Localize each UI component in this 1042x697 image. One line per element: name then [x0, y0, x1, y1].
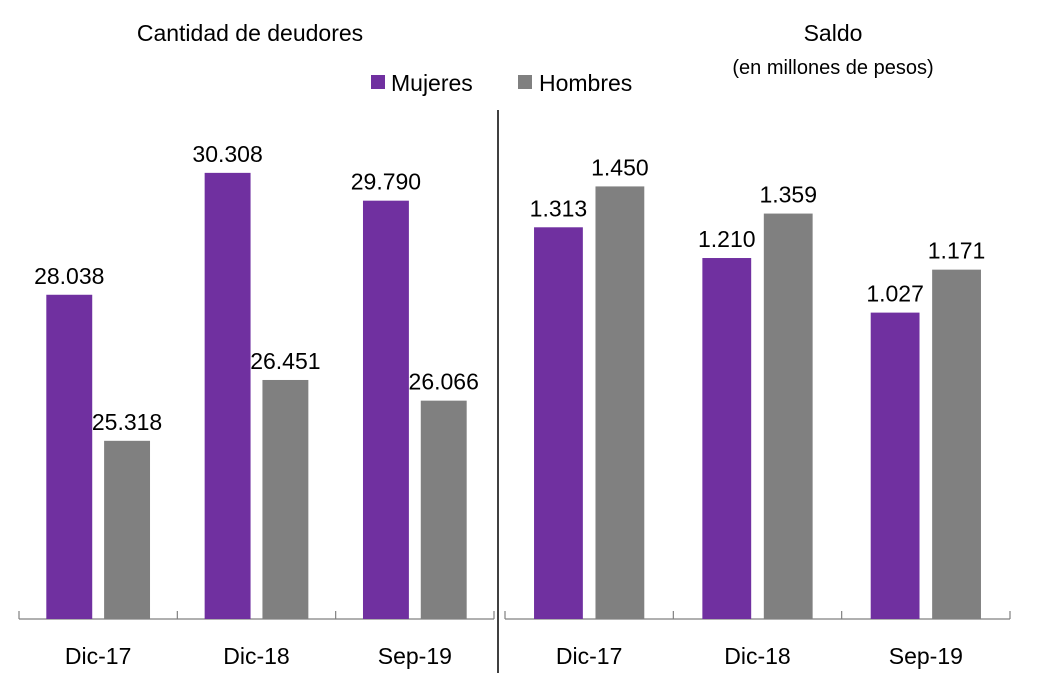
bar-hombres	[420, 400, 467, 619]
x-tick-label: Sep-19	[378, 643, 452, 669]
legend: Mujeres Hombres	[371, 70, 632, 96]
bar-hombres	[932, 269, 981, 619]
bar-mujeres	[46, 294, 93, 619]
data-label: 1.313	[530, 195, 588, 221]
left-chart-title: Cantidad de deudores	[137, 20, 363, 46]
legend-swatch-hombres	[518, 75, 532, 89]
data-label: 29.790	[351, 169, 421, 195]
data-label: 26.066	[409, 369, 479, 395]
data-label: 1.450	[591, 154, 649, 180]
right-chart-title: Saldo	[804, 20, 863, 46]
bar-mujeres	[870, 312, 920, 619]
data-label: 28.038	[34, 263, 104, 289]
x-tick-label: Dic-17	[65, 643, 131, 669]
bar-hombres	[595, 186, 645, 619]
x-tick-label: Dic-18	[724, 643, 790, 669]
x-tick-label: Dic-17	[556, 643, 622, 669]
data-label: 30.308	[192, 141, 262, 167]
bar-hombres	[262, 379, 309, 619]
bar-mujeres	[702, 258, 752, 619]
x-tick-label: Sep-19	[889, 643, 963, 669]
legend-swatch-mujeres	[371, 75, 385, 89]
bar-hombres	[104, 440, 151, 619]
data-label: 25.318	[92, 409, 162, 435]
data-label: 1.027	[866, 281, 924, 307]
data-label: 1.171	[928, 238, 986, 264]
data-label: 1.210	[698, 226, 756, 252]
bar-mujeres	[534, 227, 583, 619]
bar-mujeres	[362, 200, 409, 619]
data-label: 1.359	[759, 182, 817, 208]
right-chart-subtitle: (en millones de pesos)	[732, 57, 933, 79]
legend-label-mujeres: Mujeres	[391, 70, 473, 96]
data-label: 26.451	[250, 348, 320, 374]
legend-label-hombres: Hombres	[539, 70, 632, 96]
bar-mujeres	[204, 172, 251, 619]
bar-hombres	[763, 213, 813, 619]
x-tick-label: Dic-18	[223, 643, 289, 669]
